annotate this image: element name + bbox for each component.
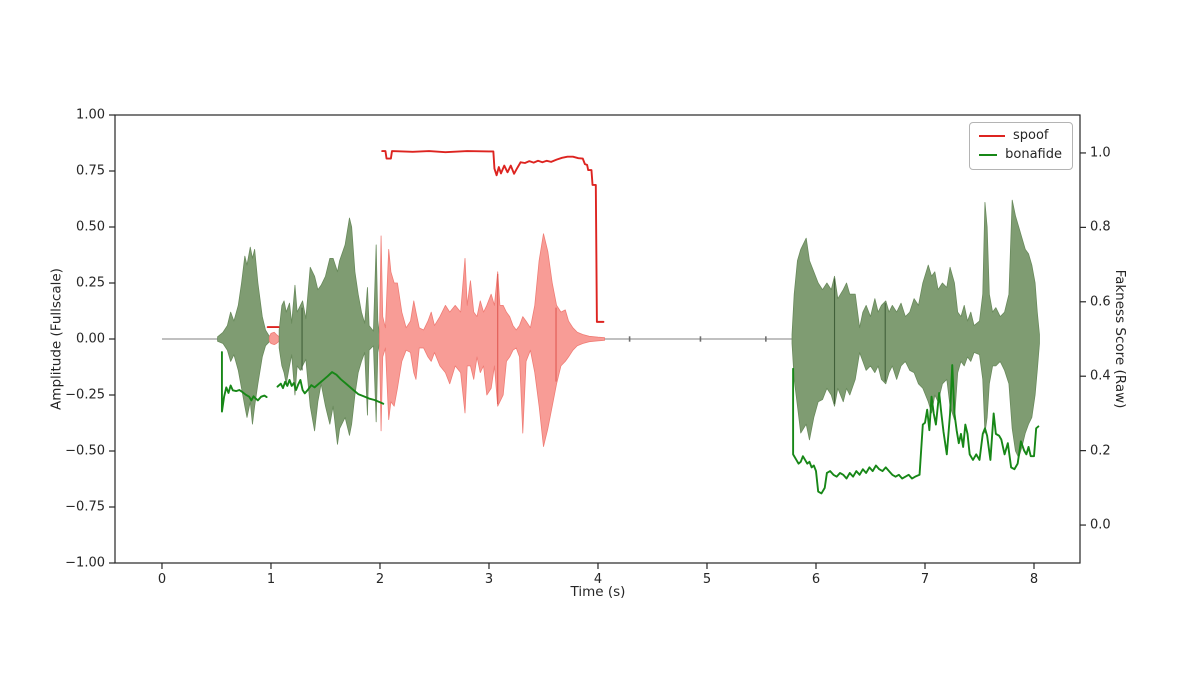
x-tick-label: 7 (920, 572, 930, 587)
legend-label-bonafide: bonafide (1005, 147, 1062, 163)
bonafide-score-line (220, 351, 268, 413)
bonafide-line-swatch (979, 154, 998, 157)
spoof-line-swatch (979, 135, 1005, 138)
x-tick-label: 6 (811, 572, 821, 587)
right-tick-label: 0.4 (1090, 368, 1111, 384)
right-tick-label: 1.0 (1090, 145, 1111, 161)
x-tick-label: 5 (702, 572, 712, 587)
bonafide-wave-2 (791, 199, 1040, 459)
x-tick-label: 2 (375, 572, 385, 587)
left-tick-label: 0.50 (76, 219, 105, 235)
x-tick-label: 0 (157, 572, 167, 587)
spoof-wave-blip (268, 331, 280, 345)
x-tick-label: 8 (1029, 572, 1039, 587)
left-tick-label: 0.75 (76, 163, 105, 179)
right-axis-title: Fakness Score (Raw) (1111, 269, 1128, 409)
x-tick-label: 4 (593, 572, 603, 587)
x-tick-label: 1 (266, 572, 276, 587)
right-tick-label: 0.0 (1090, 517, 1111, 533)
x-axis-title: Time (s) (570, 584, 626, 600)
left-tick-label: 0.00 (76, 331, 105, 347)
left-tick-label: 1.00 (76, 107, 105, 123)
legend: spoof bonafide (969, 122, 1073, 170)
bonafide-wave-1b (278, 217, 380, 445)
left-tick-label: −0.75 (65, 499, 105, 515)
right-tick-label: 0.8 (1090, 219, 1111, 235)
legend-item-bonafide: bonafide (979, 147, 1062, 163)
bonafide-score-line (792, 364, 1040, 495)
left-axis-title: Amplitude (Fullscale) (48, 268, 65, 410)
left-tick-label: 0.25 (76, 275, 105, 291)
bonafide-score-line (276, 371, 385, 405)
left-tick-label: −0.25 (65, 387, 105, 403)
spoof-score-line (381, 150, 605, 323)
spoof-wave-main (379, 233, 605, 447)
right-tick-label: 0.2 (1090, 443, 1111, 459)
right-tick-label: 0.6 (1090, 294, 1111, 310)
legend-label-spoof: spoof (1013, 128, 1049, 143)
left-tick-label: −0.50 (65, 443, 105, 459)
left-tick-label: −1.00 (65, 555, 105, 571)
legend-item-spoof: spoof (979, 128, 1062, 143)
x-tick-label: 3 (484, 572, 494, 587)
